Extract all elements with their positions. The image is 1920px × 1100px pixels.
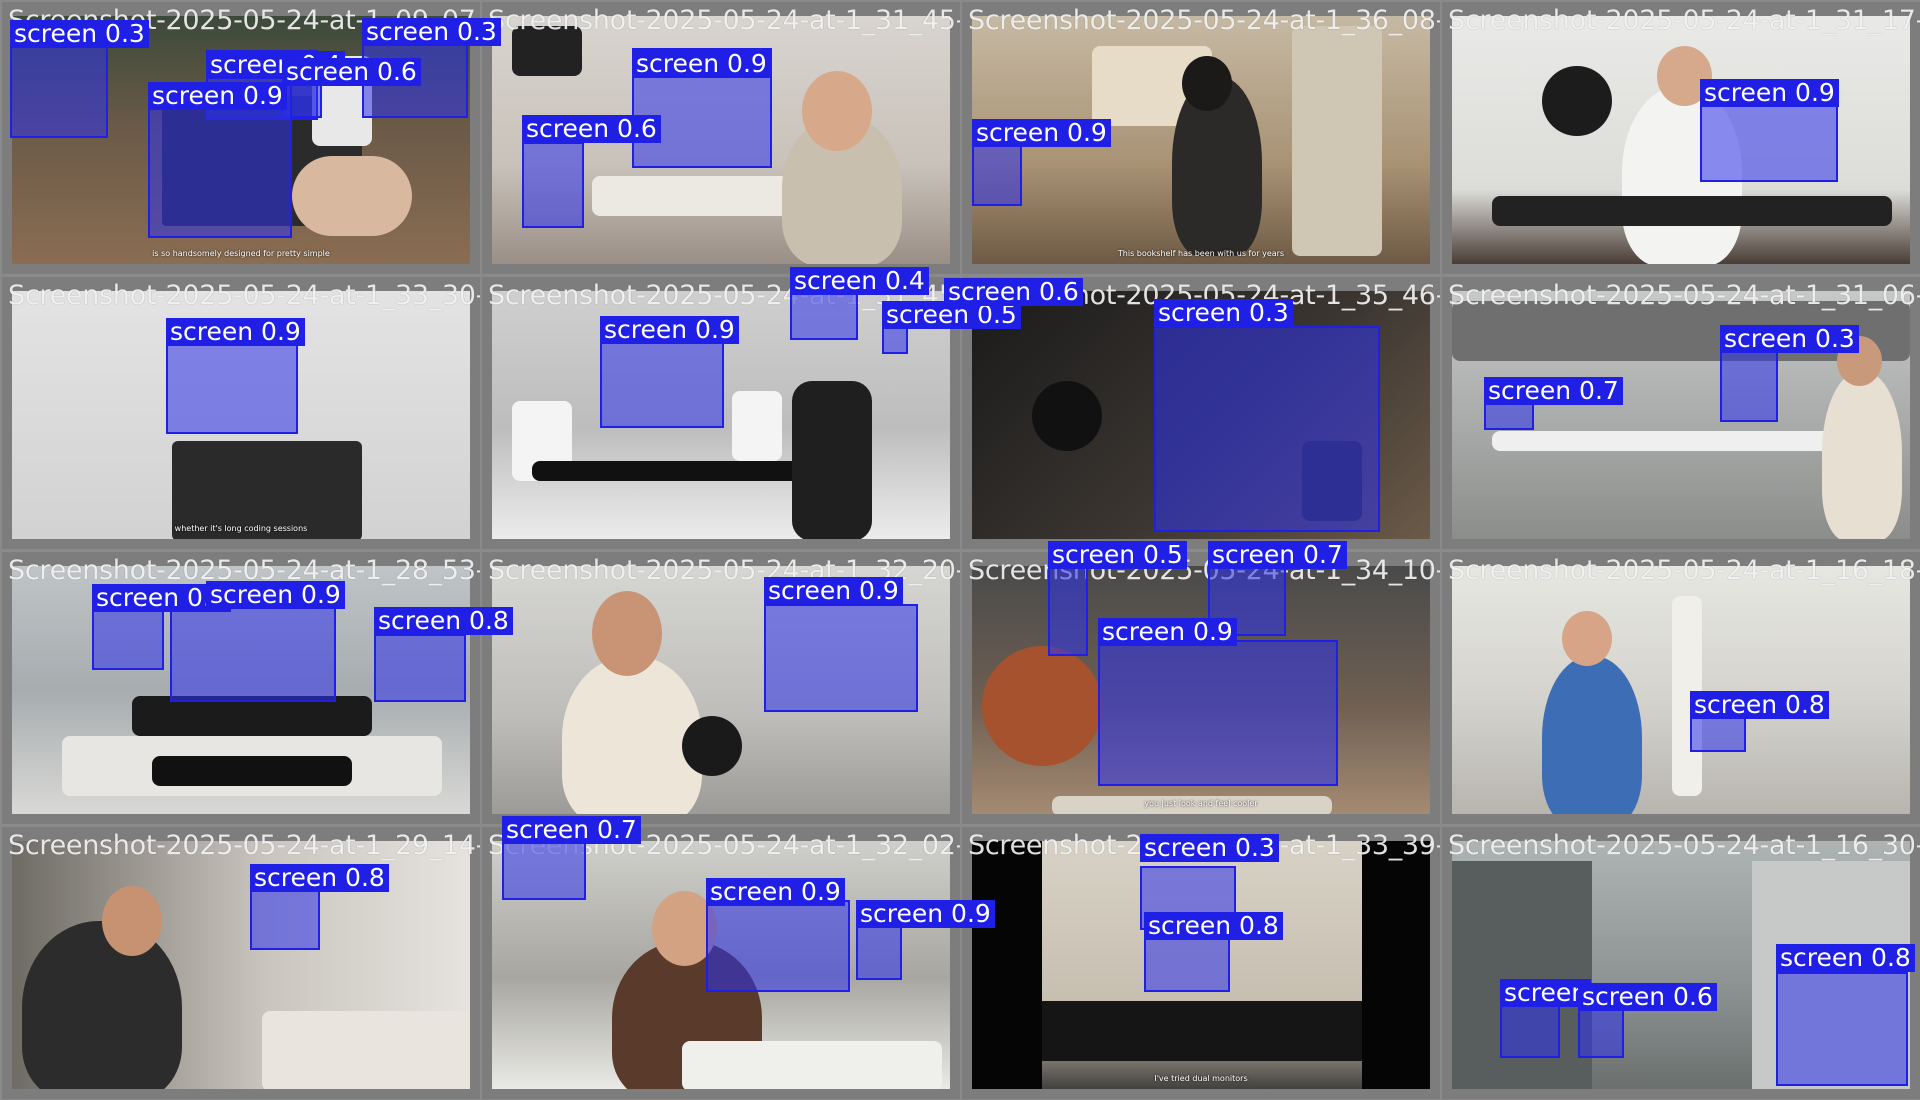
detection-label: screen 0.9 (632, 50, 771, 78)
detection-label: screen 0.9 (166, 318, 305, 346)
detection-box (1484, 400, 1534, 430)
detection-label: screen 0.7 (502, 816, 641, 844)
detection-box (1690, 714, 1746, 752)
detection-label: screen 0.8 (250, 864, 389, 892)
detection-label: screen 0.9 (206, 581, 345, 609)
detection-label: screen 0.6 (282, 58, 421, 86)
image-filename: Screenshot-2025-05-24-at-1_31_17-AM.png (1448, 5, 1920, 36)
detection-box (1048, 566, 1088, 656)
detection-box (856, 924, 902, 980)
detection-label: screen 0.7 (1484, 377, 1623, 405)
detection-label: screen (1500, 979, 1592, 1007)
detection-box (170, 606, 336, 702)
image-tile: Screenshot-2025-05-24-at-1_16_18-AM.png (1442, 552, 1920, 824)
image-tile: Screenshot-2025-05-24-at-1_29_14-AM.png (2, 827, 480, 1099)
detection-label: screen 0.8 (374, 607, 513, 635)
image-filename: Screenshot-2025-05-24-at-1_31_45-AM.png (488, 5, 960, 36)
image-tile: Screenshot-2025-05-24-at-1_31_17-AM.png (1442, 2, 1920, 274)
detection-label: screen 0.6 (522, 115, 661, 143)
detection-label: screen 0.9 (856, 900, 995, 928)
detection-label: screen 0.5 (1048, 541, 1187, 569)
detection-label: screen 0.6 (1578, 983, 1717, 1011)
detection-label: screen 0.3 (1154, 299, 1293, 327)
detection-box (706, 900, 850, 992)
detection-box (92, 608, 164, 670)
detection-box (522, 142, 584, 228)
detection-label: screen 0.3 (1140, 834, 1279, 862)
image-filename: Screenshot-2025-05-24-at-1_31_06-AM.png (1448, 280, 1920, 311)
detection-box (1700, 102, 1838, 182)
detection-label: screen 0.6 (944, 278, 1083, 306)
detection-label: screen 0.9 (1700, 79, 1839, 107)
detection-box (1776, 972, 1908, 1086)
photo-scene (12, 841, 470, 1089)
detection-label: screen 0.9 (1098, 618, 1237, 646)
image-filename: Screenshot-2025-05-24-at-1_29_14-AM.png (8, 830, 480, 861)
detection-label: screen 0.9 (764, 577, 903, 605)
detection-box (374, 634, 466, 702)
detection-label: screen 0.8 (1144, 912, 1283, 940)
detection-label: screen 0.4 (790, 267, 929, 295)
image-filename: Screenshot-2025-05-24-at-1_36_08-AM.png (968, 5, 1440, 36)
detection-box (790, 290, 858, 340)
detection-label: screen 0.3 (10, 20, 149, 48)
detection-label: screen 0.7 (1208, 541, 1347, 569)
detection-label: screen 0.8 (1690, 691, 1829, 719)
image-filename: Screenshot-2025-05-24-at-1_28_53-AM.png (8, 555, 480, 586)
video-caption: whether it's long coding sessions (174, 524, 308, 533)
detection-label: screen 0.8 (1776, 944, 1915, 972)
detection-label: screen 0.9 (706, 878, 845, 906)
detection-label: screen 0.3 (1720, 325, 1859, 353)
video-caption: I've tried dual monitors (1154, 1074, 1248, 1083)
detection-label: screen 0.9 (972, 119, 1111, 147)
detection-box (1144, 932, 1230, 992)
video-caption: is so handsomely designed for pretty sim… (152, 249, 330, 258)
detection-box (1578, 1006, 1624, 1058)
detection-box (166, 344, 298, 434)
detection-box (764, 604, 918, 712)
image-filename: Screenshot-2025-05-24-at-1_16_30-AM.png (1448, 830, 1920, 861)
detection-label: screen 0.8 (92, 584, 231, 612)
detection-box (502, 838, 586, 900)
detection-box (1154, 326, 1380, 532)
detection-box (1500, 1002, 1560, 1058)
detection-label: screen 0.9 (600, 316, 739, 344)
detection-box (972, 140, 1022, 206)
detection-box (1720, 346, 1778, 422)
image-filename: Screenshot-2025-05-24-at-1_33_30-AM.png (8, 280, 480, 311)
detection-label: screen 0.3 (362, 18, 501, 46)
detection-box (250, 888, 320, 950)
detection-label: screen 0.9 (148, 82, 287, 110)
detection-box (600, 342, 724, 428)
detection-box (1098, 640, 1338, 786)
video-caption: you just look and feel cooler (1144, 799, 1258, 808)
photo-scene (1452, 566, 1910, 814)
image-filename: Screenshot-2025-05-24-at-1_34_10-AM.png (968, 555, 1440, 586)
photo-scene (1452, 16, 1910, 264)
image-filename: Screenshot-2025-05-24-at-1_16_18-AM.png (1448, 555, 1920, 586)
video-caption: This bookshelf has been with us for year… (1117, 249, 1285, 258)
image-tile: This bookshelf has been with us for year… (962, 2, 1440, 274)
